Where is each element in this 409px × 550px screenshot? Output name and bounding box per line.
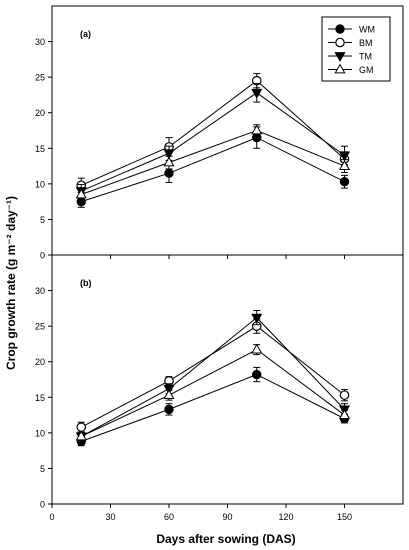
y-tick-label: 20	[35, 357, 45, 367]
data-point-tm	[338, 151, 351, 162]
y-tick-label: 25	[35, 73, 45, 83]
data-point-bm	[76, 422, 87, 432]
legend-marker-gm	[334, 63, 346, 74]
y-axis-label: Crop growth rate (g m⁻² day⁻¹)	[4, 196, 18, 370]
y-tick-label: 15	[35, 144, 45, 154]
x-tick-label: 0	[49, 512, 54, 522]
data-point-bm	[339, 390, 350, 400]
y-tick-label: 5	[40, 464, 45, 474]
data-point-gm	[163, 389, 175, 400]
data-point-gm	[251, 343, 263, 354]
y-tick-label: 0	[40, 500, 45, 510]
data-point-tm	[251, 88, 263, 99]
y-tick-label: 25	[35, 322, 45, 332]
x-tick-label: 90	[222, 512, 232, 522]
legend-marker-tm	[334, 52, 346, 63]
legend-marker-wm	[335, 24, 345, 34]
x-tick-label: 30	[105, 512, 115, 522]
legend-label-bm: BM	[359, 38, 373, 48]
data-point-tm	[251, 313, 263, 324]
data-point-wm	[339, 177, 350, 187]
x-axis-label: Days after sowing (DAS)	[156, 532, 295, 546]
x-tick-label: 150	[337, 512, 352, 522]
y-tick-label: 10	[35, 428, 45, 438]
y-tick-label: 30	[35, 37, 45, 47]
data-point-gm	[338, 409, 351, 419]
data-point-gm	[163, 156, 175, 167]
legend-label-tm: TM	[359, 52, 372, 62]
y-tick-label: 15	[35, 393, 45, 403]
data-point-tm	[163, 149, 175, 160]
y-tick-label: 0	[40, 251, 45, 261]
series-line-tm	[81, 92, 345, 192]
panel-label: (b)	[80, 278, 92, 288]
series-line-wm	[81, 137, 345, 203]
data-point-wm	[164, 168, 174, 178]
series-line-bm	[81, 325, 345, 428]
series-line-tm	[81, 316, 345, 437]
panel-label: (a)	[80, 29, 91, 39]
legend-label-wm: WM	[359, 25, 375, 35]
data-point-gm	[338, 160, 351, 170]
legend-marker-bm	[335, 37, 345, 48]
data-point-wm	[164, 404, 174, 415]
series-line-wm	[81, 373, 345, 442]
legend	[321, 16, 391, 82]
legend-label-gm: GM	[359, 65, 374, 75]
data-point-wm	[252, 369, 262, 380]
y-tick-label: 20	[35, 108, 45, 118]
data-point-gm	[75, 188, 87, 199]
data-point-gm	[75, 430, 87, 441]
data-point-gm	[251, 124, 263, 135]
x-tick-label: 120	[278, 512, 293, 522]
series-line-gm	[81, 129, 345, 195]
series-line-bm	[81, 80, 345, 186]
plot-frame	[51, 254, 404, 505]
series-line-gm	[81, 349, 345, 437]
panel-a: 0 5 10 15 20 25 30 (a) WM BM TM GM	[35, 5, 404, 261]
panel-b: 0 5 10 15 20 25 30 0 30 60 90 120 150 (b)	[35, 254, 404, 522]
y-tick-label: 5	[40, 215, 45, 225]
y-tick-label: 10	[35, 179, 45, 189]
x-tick-label: 60	[164, 512, 174, 522]
y-tick-label: 30	[35, 286, 45, 296]
